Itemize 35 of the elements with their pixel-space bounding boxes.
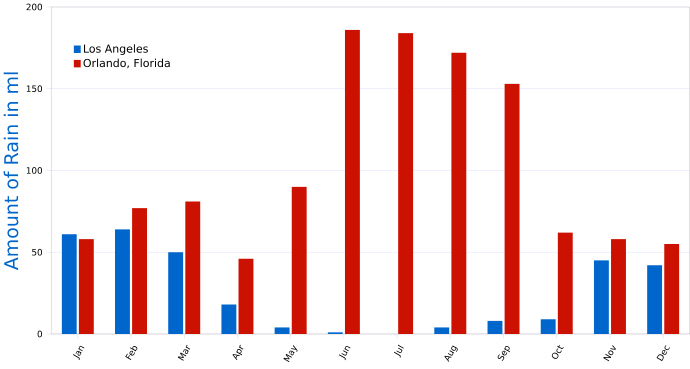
bar xyxy=(540,319,556,334)
y-tick-label: 0 xyxy=(38,330,42,338)
bar xyxy=(344,30,360,334)
x-tick-label: Feb xyxy=(125,346,138,360)
bar xyxy=(292,186,307,334)
bar xyxy=(221,304,236,334)
bar xyxy=(168,252,184,334)
legend-label: Los Angeles xyxy=(84,44,148,56)
bar xyxy=(647,265,662,334)
bar xyxy=(185,202,200,334)
bar xyxy=(398,33,414,334)
y-tick-label: 150 xyxy=(26,86,42,92)
bar xyxy=(62,234,77,334)
bar xyxy=(274,328,290,334)
bar xyxy=(504,84,520,334)
bar xyxy=(611,239,626,334)
bar xyxy=(664,244,680,334)
legend-label: Orlando, Florida xyxy=(84,58,170,68)
x-tick-label: Jul xyxy=(394,344,404,358)
x-tick-label: Jan xyxy=(72,346,84,360)
bar xyxy=(238,258,254,334)
bar xyxy=(594,260,609,334)
x-tick-label: Oct xyxy=(552,345,564,360)
bar xyxy=(132,208,147,334)
bar xyxy=(78,239,94,334)
bar xyxy=(115,229,130,334)
bar xyxy=(434,328,450,334)
bar xyxy=(451,52,466,334)
bar xyxy=(488,321,502,334)
y-tick-label: 100 xyxy=(26,167,42,174)
y-tick-label: 50 xyxy=(32,249,42,256)
y-tick-label: 200 xyxy=(26,4,42,10)
bar xyxy=(558,232,573,334)
y-axis-title: Amount of Rain in ml xyxy=(4,72,18,270)
x-tick-label: Jun xyxy=(338,346,350,360)
